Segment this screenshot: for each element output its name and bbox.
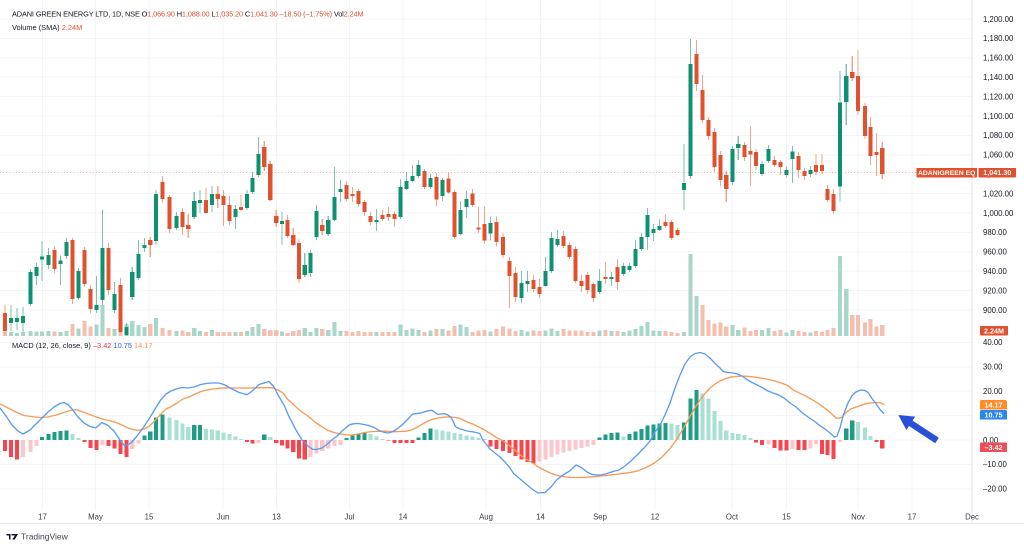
svg-text:1,020.00: 1,020.00 — [983, 189, 1014, 198]
svg-text:1,200.00: 1,200.00 — [983, 15, 1014, 24]
svg-text:17: 17 — [38, 513, 47, 522]
svg-text:940.00: 940.00 — [983, 267, 1008, 276]
svg-text:20.00: 20.00 — [983, 387, 1003, 396]
svg-text:960.00: 960.00 — [983, 248, 1008, 257]
svg-text:1,000.00: 1,000.00 — [983, 209, 1014, 218]
svg-text:14.17: 14.17 — [985, 401, 1003, 410]
svg-text:14: 14 — [536, 513, 545, 522]
svg-text:1,060.00: 1,060.00 — [983, 151, 1014, 160]
svg-text:Oct: Oct — [726, 513, 739, 522]
svg-text:Jul: Jul — [345, 513, 355, 522]
svg-text:MACD (12, 26, close, 9) –3.42: MACD (12, 26, close, 9) –3.42 10.75 14.1… — [12, 341, 153, 350]
svg-text:900.00: 900.00 — [983, 306, 1008, 315]
svg-text:Volume (SMA) 2.24M: Volume (SMA) 2.24M — [12, 23, 82, 32]
svg-text:TradingView: TradingView — [21, 531, 69, 541]
svg-text:920.00: 920.00 — [983, 286, 1008, 295]
svg-text:1,120.00: 1,120.00 — [983, 92, 1014, 101]
svg-text:–20.00: –20.00 — [983, 485, 1008, 494]
svg-text:40.00: 40.00 — [983, 338, 1003, 347]
svg-text:–3.42: –3.42 — [985, 443, 1003, 452]
svg-text:15: 15 — [782, 513, 791, 522]
svg-text:Aug: Aug — [479, 513, 493, 522]
svg-text:17: 17 — [908, 513, 917, 522]
svg-text:ADANI GREEN ENERGY LTD, 1D, NS: ADANI GREEN ENERGY LTD, 1D, NSE O1,066.9… — [12, 10, 363, 19]
svg-text:980.00: 980.00 — [983, 228, 1008, 237]
svg-text:Sep: Sep — [593, 513, 608, 522]
svg-text:1,080.00: 1,080.00 — [983, 131, 1014, 140]
svg-text:15: 15 — [145, 513, 154, 522]
svg-text:–10.00: –10.00 — [983, 460, 1008, 469]
svg-text:Jun: Jun — [217, 513, 230, 522]
svg-text:2.24M: 2.24M — [984, 326, 1004, 335]
svg-text:30.00: 30.00 — [983, 363, 1003, 372]
svg-text:14: 14 — [399, 513, 408, 522]
svg-text:1,180.00: 1,180.00 — [983, 34, 1014, 43]
svg-text:0.00: 0.00 — [983, 436, 999, 445]
svg-text:Nov: Nov — [851, 513, 865, 522]
svg-text:1,160.00: 1,160.00 — [983, 54, 1014, 63]
svg-text:1,140.00: 1,140.00 — [983, 73, 1014, 82]
svg-text:1,100.00: 1,100.00 — [983, 112, 1014, 121]
svg-text:Dec: Dec — [965, 513, 979, 522]
svg-text:ADANIGREEN EQ: ADANIGREEN EQ — [918, 170, 975, 177]
svg-text:13: 13 — [272, 513, 281, 522]
svg-text:May: May — [88, 513, 103, 522]
svg-text:12: 12 — [651, 513, 660, 522]
svg-text:1,041.30: 1,041.30 — [983, 168, 1011, 177]
svg-text:10.75: 10.75 — [985, 411, 1003, 420]
